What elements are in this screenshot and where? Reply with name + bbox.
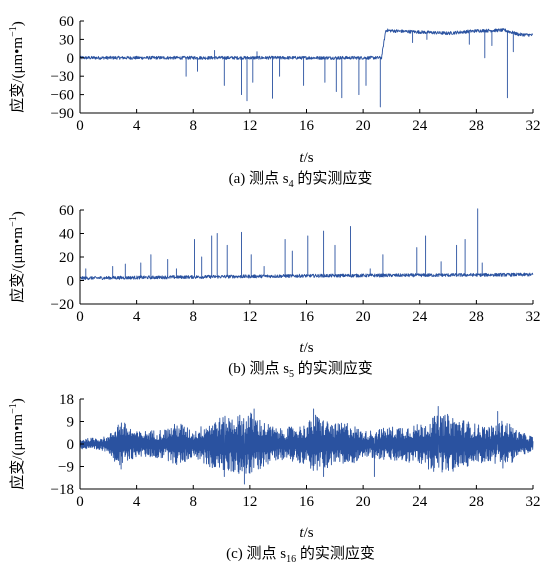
strain-series-line bbox=[79, 406, 534, 485]
y-tick-label: 40 bbox=[59, 227, 74, 243]
strain-series-line bbox=[79, 28, 534, 108]
panel-caption: (a) 测点 s4 的实测应变 bbox=[229, 169, 373, 190]
x-tick-label: 4 bbox=[133, 118, 141, 134]
x-axis-label: t/s bbox=[299, 150, 313, 166]
x-tick-label: 4 bbox=[133, 494, 141, 510]
y-tick-label: −30 bbox=[51, 69, 74, 85]
panel-caption: (c) 测点 s16 的实测应变 bbox=[226, 544, 375, 565]
x-tick-label: 24 bbox=[412, 118, 428, 134]
x-tick-label: 8 bbox=[190, 118, 198, 134]
x-tick-label: 20 bbox=[356, 118, 371, 134]
y-tick-label: 60 bbox=[59, 14, 74, 30]
x-tick-label: 28 bbox=[469, 494, 484, 510]
y-tick-label: 0 bbox=[67, 437, 75, 453]
x-tick-label: 12 bbox=[242, 309, 257, 325]
y-tick-label: 9 bbox=[67, 415, 75, 431]
y-axis-label: 应变/(μm•m−1) bbox=[8, 211, 26, 302]
chart-panel-2: 0 4 8 12 16 20 24 28 326040200−20应变/(μm•m−1)t/s(… bbox=[8, 203, 541, 380]
y-tick-label: −9 bbox=[58, 460, 74, 476]
chart-panel-1: 0 4 8 12 16 20 24 28 32 60 30 0 −30 −60 −90 应变/(μm•m−1)… bbox=[8, 14, 541, 190]
panel-caption: (b) 测点 s5 的实测应变 bbox=[228, 359, 373, 380]
x-tick-label: 4 bbox=[133, 309, 141, 325]
x-tick-label: 28 bbox=[469, 309, 484, 325]
y-axis-label: 应变/(μm•m−1) bbox=[8, 21, 26, 112]
y-tick-label: −60 bbox=[51, 88, 74, 104]
x-tick-label: 0 bbox=[76, 118, 84, 134]
y-tick-label: 20 bbox=[59, 250, 74, 266]
x-tick-label: 16 bbox=[299, 118, 315, 134]
x-tick-label: 20 bbox=[356, 494, 371, 510]
x-tick-label: 16 bbox=[299, 309, 315, 325]
x-tick-label: 32 bbox=[526, 494, 541, 510]
x-tick-label: 32 bbox=[526, 118, 541, 134]
x-axis-label: t/s bbox=[299, 340, 313, 356]
x-tick-label: 8 bbox=[190, 309, 198, 325]
x-tick-label: 24 bbox=[412, 494, 428, 510]
x-tick-label: 12 bbox=[242, 494, 257, 510]
y-tick-label: 30 bbox=[59, 32, 74, 48]
y-axis-label: 应变/(μm•m−1) bbox=[8, 398, 26, 489]
y-tick-label: 0 bbox=[67, 274, 75, 290]
x-tick-label: 0 bbox=[76, 309, 84, 325]
y-tick-label: −20 bbox=[51, 297, 74, 313]
chart-panel-3: 0 4 8 12 16 20 24 28 32 18 9 0 −9 −18 应变/(μm•m−1) t/s (c… bbox=[8, 392, 541, 565]
x-tick-label: 16 bbox=[299, 494, 315, 510]
y-tick-label: −18 bbox=[51, 482, 74, 498]
y-tick-label: 0 bbox=[67, 51, 75, 67]
x-axis-label: t/s bbox=[299, 525, 313, 541]
x-tick-label: 28 bbox=[469, 118, 484, 134]
strain-series-line bbox=[79, 208, 534, 281]
y-tick-label: 60 bbox=[59, 203, 74, 219]
y-tick-label: −90 bbox=[51, 106, 74, 122]
y-tick-label: 18 bbox=[59, 392, 74, 408]
x-tick-label: 24 bbox=[412, 309, 428, 325]
x-tick-label: 32 bbox=[526, 309, 541, 325]
x-tick-label: 20 bbox=[356, 309, 371, 325]
x-tick-label: 8 bbox=[190, 494, 198, 510]
x-tick-label: 12 bbox=[242, 118, 257, 134]
x-tick-label: 0 bbox=[76, 494, 84, 510]
